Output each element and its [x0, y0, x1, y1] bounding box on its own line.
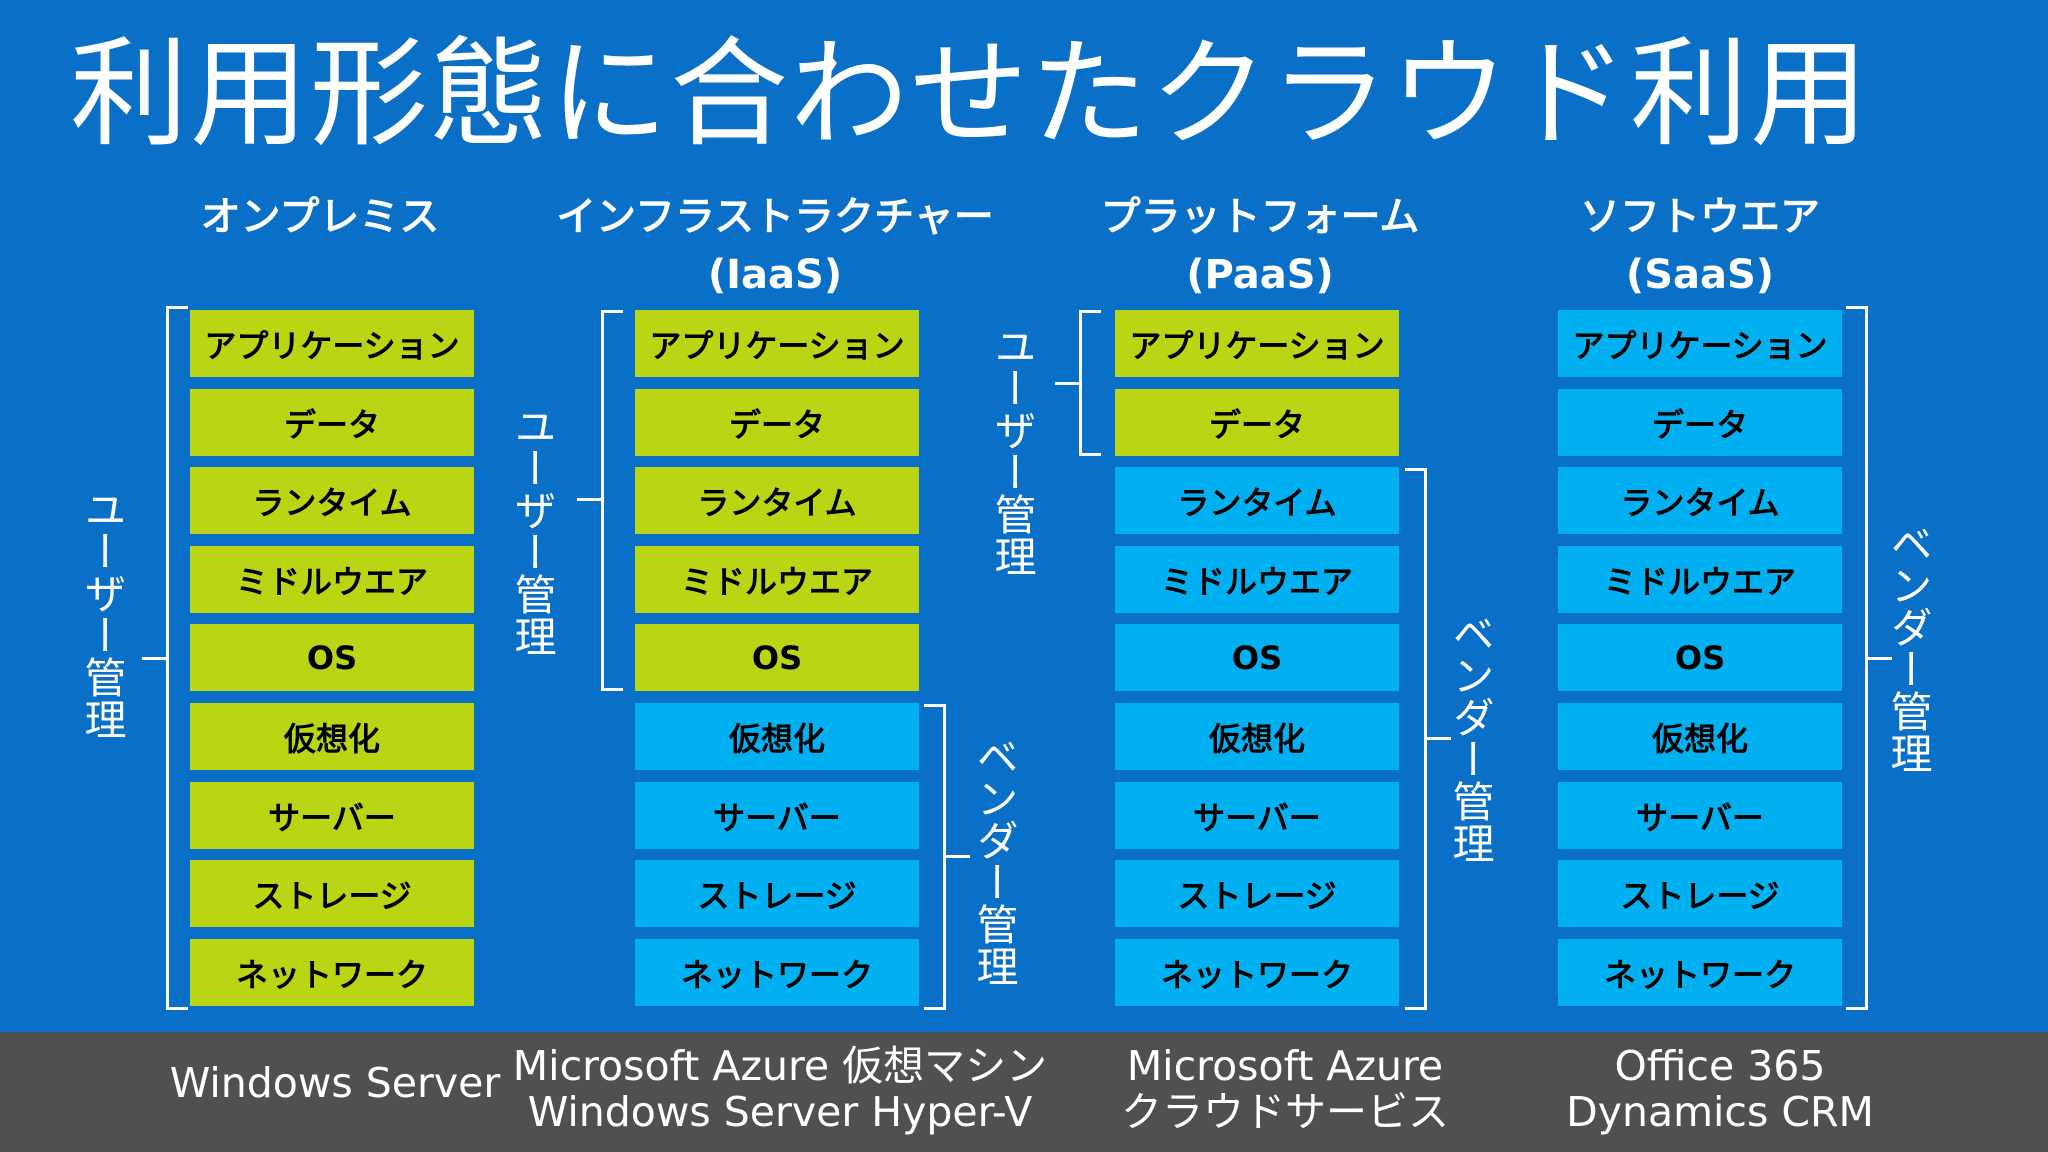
layer-iaas-4: ミドルウエア [635, 546, 919, 613]
layer-saas-6: 仮想化 [1558, 703, 1842, 770]
footer-saas-line2: Dynamics CRM [1566, 1088, 1874, 1136]
footer-iaas-line2: Windows Server Hyper-V [527, 1088, 1033, 1136]
layer-iaas-2: データ [635, 389, 919, 456]
vendor-bracket-stub-paas [1427, 737, 1451, 740]
footer-iaas: Microsoft Azure 仮想マシン Windows Server Hyp… [500, 1043, 1060, 1135]
layer-saas-4: ミドルウエア [1558, 546, 1842, 613]
layer-on-premises-6: 仮想化 [190, 703, 474, 770]
vendor-bracket-saas [1846, 306, 1868, 1010]
vendor-managed-label-saas: ベンダー管理 [1884, 522, 1933, 774]
footer-paas: Microsoft Azure クラウドサービス [1100, 1043, 1470, 1135]
layer-iaas-1: アプリケーション [635, 310, 919, 377]
heading-saas-label: ソフトウエア [1580, 194, 1820, 240]
vendor-bracket-stub-iaas [946, 855, 970, 858]
user-managed-label-on-premises: ユーザー管理 [78, 488, 127, 740]
layer-saas-1: アプリケーション [1558, 310, 1842, 377]
footer-saas: Office 365 Dynamics CRM [1540, 1043, 1900, 1135]
user-bracket-paas [1079, 310, 1101, 456]
layer-on-premises-4: ミドルウエア [190, 546, 474, 613]
heading-iaas-sub: (IaaS) [707, 252, 843, 298]
footer-on-premises-line1: Windows Server [169, 1059, 501, 1107]
user-bracket-on-premises [166, 306, 188, 1010]
heading-saas: ソフトウエア (SaaS) [1540, 188, 1860, 304]
layer-saas-9: ネットワーク [1558, 939, 1842, 1006]
vendor-bracket-iaas [924, 704, 946, 1010]
heading-paas-sub: (PaaS) [1186, 252, 1334, 298]
heading-on-premises: オンプレミス [150, 188, 490, 246]
layer-saas-2: データ [1558, 389, 1842, 456]
footer-bar [0, 1032, 2048, 1152]
layer-iaas-9: ネットワーク [635, 939, 919, 1006]
vendor-bracket-paas [1405, 468, 1427, 1010]
footer-paas-line1: Microsoft Azure [1126, 1042, 1444, 1090]
layer-saas-3: ランタイム [1558, 467, 1842, 534]
footer-paas-line2: クラウドサービス [1121, 1088, 1449, 1136]
footer-on-premises: Windows Server [160, 1060, 510, 1106]
heading-saas-sub: (SaaS) [1625, 252, 1775, 298]
user-bracket-stub-paas [1055, 382, 1079, 385]
layer-paas-7: サーバー [1115, 782, 1399, 849]
layer-paas-6: 仮想化 [1115, 703, 1399, 770]
layer-on-premises-9: ネットワーク [190, 939, 474, 1006]
heading-iaas-label: インフラストラクチャー [556, 194, 994, 240]
layer-iaas-7: サーバー [635, 782, 919, 849]
footer-saas-line1: Office 365 [1614, 1042, 1826, 1090]
layer-saas-8: ストレージ [1558, 860, 1842, 927]
layer-paas-5: OS [1115, 624, 1399, 691]
user-managed-label-paas: ユーザー管理 [988, 325, 1037, 577]
layer-saas-7: サーバー [1558, 782, 1842, 849]
layer-on-premises-3: ランタイム [190, 467, 474, 534]
layer-saas-5: OS [1558, 624, 1842, 691]
layer-paas-8: ストレージ [1115, 860, 1399, 927]
user-bracket-stub-iaas [577, 498, 601, 501]
heading-paas-label: プラットフォーム [1100, 194, 1420, 240]
layer-paas-2: データ [1115, 389, 1399, 456]
heading-on-premises-label: オンプレミス [200, 194, 440, 240]
layer-iaas-5: OS [635, 624, 919, 691]
layer-on-premises-8: ストレージ [190, 860, 474, 927]
layer-on-premises-2: データ [190, 389, 474, 456]
layer-paas-4: ミドルウエア [1115, 546, 1399, 613]
layer-paas-1: アプリケーション [1115, 310, 1399, 377]
layer-paas-3: ランタイム [1115, 467, 1399, 534]
layer-iaas-6: 仮想化 [635, 703, 919, 770]
vendor-managed-label-iaas: ベンダー管理 [970, 735, 1019, 987]
slide-title: 利用形態に合わせたクラウド利用 [70, 25, 1871, 163]
user-managed-label-iaas: ユーザー管理 [508, 405, 557, 657]
vendor-managed-label-paas: ベンダー管理 [1446, 612, 1495, 864]
vendor-bracket-stub-saas [1868, 657, 1892, 660]
heading-iaas: インフラストラクチャー (IaaS) [530, 188, 1020, 304]
layer-iaas-8: ストレージ [635, 860, 919, 927]
layer-on-premises-7: サーバー [190, 782, 474, 849]
layer-on-premises-1: アプリケーション [190, 310, 474, 377]
layer-on-premises-5: OS [190, 624, 474, 691]
layer-iaas-3: ランタイム [635, 467, 919, 534]
user-bracket-iaas [601, 310, 623, 691]
user-bracket-stub-on-premises [142, 657, 166, 660]
heading-paas: プラットフォーム (PaaS) [1070, 188, 1450, 304]
footer-iaas-line1: Microsoft Azure 仮想マシン [512, 1042, 1048, 1090]
layer-paas-9: ネットワーク [1115, 939, 1399, 1006]
